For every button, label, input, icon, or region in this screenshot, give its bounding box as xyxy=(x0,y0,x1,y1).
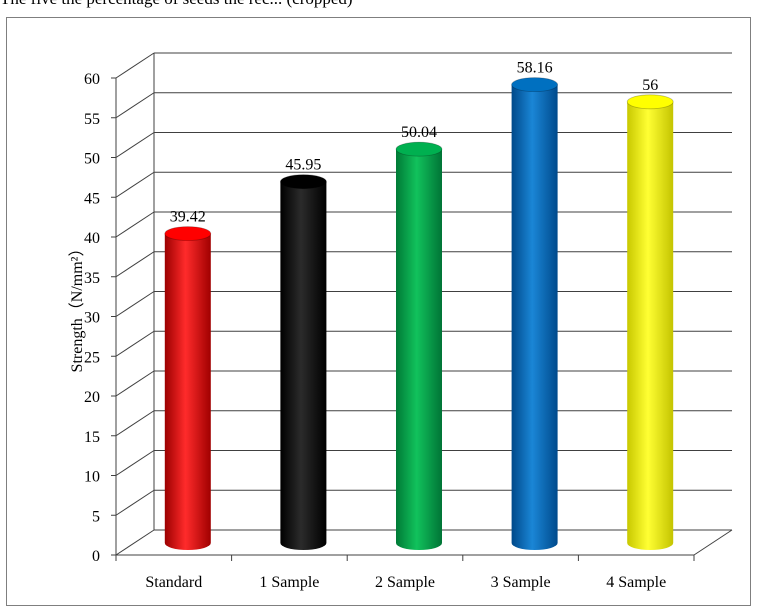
gridline-side-40 xyxy=(115,211,155,238)
y-tick-label: 40 xyxy=(84,230,100,247)
data-labels: 39.42 45.95 50.04 58.16 56 xyxy=(170,60,658,226)
bar-top-cap xyxy=(279,174,327,190)
bar-1 xyxy=(164,226,212,550)
data-label: 45.95 xyxy=(285,157,321,174)
bar-body xyxy=(280,181,327,551)
gridline-side-20 xyxy=(115,370,155,397)
gridline-side-10 xyxy=(115,450,155,476)
gridline-side-45 xyxy=(115,171,155,198)
gridline-side-35 xyxy=(115,251,155,278)
category-label: Standard xyxy=(145,574,202,591)
gridline-side-30 xyxy=(115,291,155,317)
bar-2 xyxy=(279,174,327,551)
data-label: 56 xyxy=(642,77,658,94)
bar-body xyxy=(511,84,558,550)
data-label: 39.42 xyxy=(170,209,206,226)
gridline-side-55 xyxy=(115,92,155,119)
y-tick-label: 60 xyxy=(84,71,100,88)
category-label: 1 Sample xyxy=(259,574,319,591)
bar-top-cap xyxy=(626,94,674,110)
category-labels: Standard 1 Sample 2 Sample 3 Sample 4 Sample xyxy=(145,574,666,591)
gridline-side-0 xyxy=(115,529,155,556)
gridline-side-5 xyxy=(115,489,155,516)
cropped-caption-text: The five the percentage of seeds the rec… xyxy=(0,0,759,13)
bars xyxy=(164,77,674,551)
data-label: 58.16 xyxy=(517,60,553,77)
bar-4 xyxy=(511,77,558,550)
y-tick-label: 20 xyxy=(84,389,100,406)
bar-body xyxy=(164,233,211,550)
y-tick-label: 25 xyxy=(84,349,100,366)
category-label: 4 Sample xyxy=(606,574,666,591)
bar-top-cap xyxy=(395,141,443,157)
y-axis-label: Strength（N/mm²） xyxy=(68,241,86,373)
y-tick-label: 10 xyxy=(84,469,100,486)
y-tick-label: 50 xyxy=(84,151,100,168)
y-tick-label: 55 xyxy=(84,111,100,128)
bar-top-cap xyxy=(164,226,212,242)
y-tick-label: 0 xyxy=(92,548,100,565)
y-tick-label: 5 xyxy=(92,508,100,525)
gridline-side-15 xyxy=(115,410,155,437)
axes xyxy=(111,53,733,561)
floor-right-edge xyxy=(693,529,733,556)
category-label: 3 Sample xyxy=(491,574,551,591)
chart-frame xyxy=(6,17,751,606)
y-tick-label: 35 xyxy=(84,270,100,287)
bar-top-cap xyxy=(511,77,558,93)
category-label: 2 Sample xyxy=(375,574,435,591)
y-tick-label: 30 xyxy=(84,310,100,327)
bar-body xyxy=(627,101,674,551)
y-tick-label: 15 xyxy=(84,429,100,446)
y-tick-labels: 0 5 10 15 20 25 30 35 40 45 50 55 60 xyxy=(84,71,100,565)
gridline-side-60 xyxy=(115,52,155,79)
bar-3 xyxy=(395,141,443,550)
y-tick-label: 45 xyxy=(84,190,100,207)
data-label: 50.04 xyxy=(401,124,437,141)
bar-body xyxy=(396,149,442,550)
gridline-side-25 xyxy=(115,330,155,357)
bar-5 xyxy=(626,94,674,551)
gridline-side-50 xyxy=(115,132,155,158)
